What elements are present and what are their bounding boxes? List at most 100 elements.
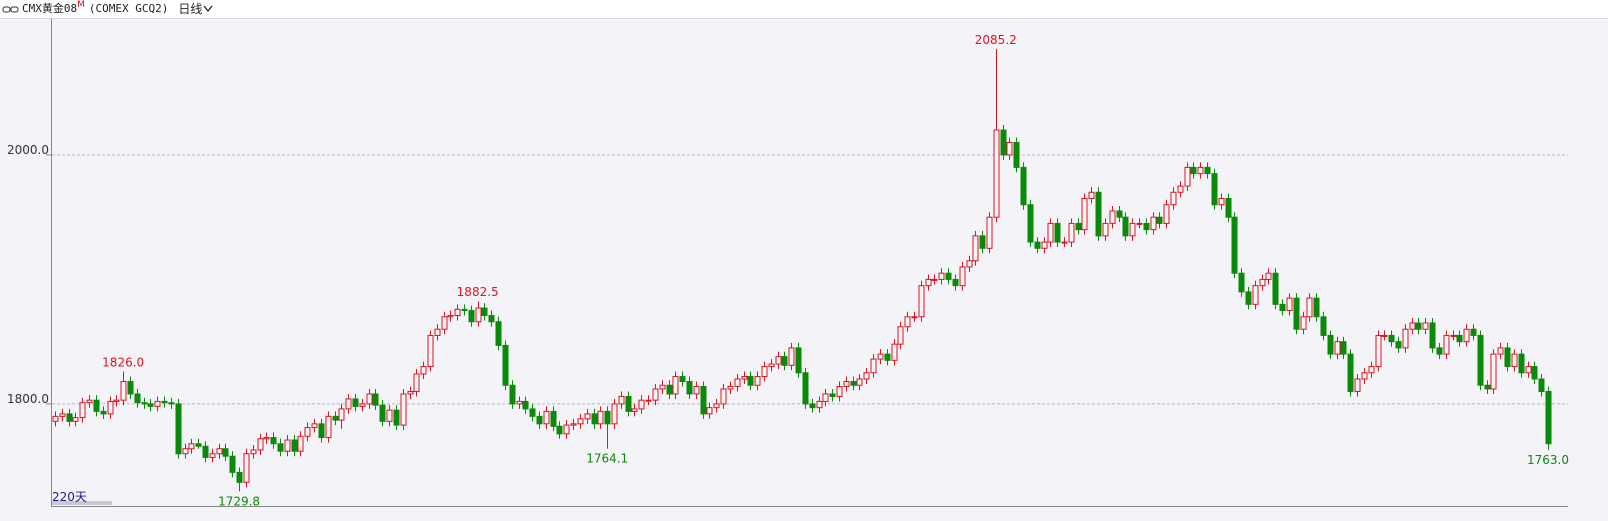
candle-body xyxy=(229,455,236,473)
candle-body xyxy=(1477,334,1484,386)
y-tick-label: 2000.0 xyxy=(7,143,49,157)
period-selector[interactable]: 日线 xyxy=(178,2,203,16)
candle-body xyxy=(291,439,298,452)
candle-body xyxy=(1156,216,1163,224)
dropdown-arrow[interactable] xyxy=(202,0,214,18)
candle-body xyxy=(413,373,420,392)
candle-body xyxy=(993,129,1000,218)
candle-body xyxy=(706,407,713,415)
candle-body xyxy=(856,378,863,386)
candle-body xyxy=(1259,278,1266,287)
extreme-label: 2085.2 xyxy=(975,33,1017,47)
candle-body xyxy=(1245,291,1252,305)
candle-body xyxy=(1347,353,1354,392)
candle-body xyxy=(1034,241,1041,249)
candle-body xyxy=(877,353,884,360)
scroll-bar[interactable] xyxy=(52,501,112,505)
candle-body xyxy=(202,445,209,458)
candle-body xyxy=(870,358,877,374)
candle-body xyxy=(761,366,768,378)
candle-body xyxy=(1231,216,1238,274)
candle-body xyxy=(1470,328,1477,336)
candle-body xyxy=(250,449,257,455)
candle-body xyxy=(775,356,782,365)
candle-body xyxy=(1456,334,1463,343)
candle-body xyxy=(1163,204,1170,224)
candle-body xyxy=(1531,366,1538,380)
candle-body xyxy=(297,435,304,452)
candle-body xyxy=(1075,222,1082,231)
candle-body xyxy=(209,453,216,458)
y-tick-label: 1800.0 xyxy=(7,392,49,406)
candle-body xyxy=(1402,328,1409,349)
candle-body xyxy=(1197,166,1204,175)
candle-body xyxy=(618,395,625,405)
candle-body xyxy=(1041,241,1048,249)
candle-body xyxy=(154,400,161,407)
candle-body xyxy=(243,453,250,483)
candle-body xyxy=(1300,316,1307,330)
candle-body xyxy=(747,376,754,386)
candle-body xyxy=(816,400,823,409)
candle-body xyxy=(359,403,366,407)
candle-body xyxy=(1252,285,1259,305)
candle-body xyxy=(352,398,359,407)
candle-body xyxy=(1088,191,1095,200)
candle-body xyxy=(1020,166,1027,206)
candle-body xyxy=(522,400,529,410)
candle-body xyxy=(107,400,114,415)
candle-body xyxy=(1184,166,1191,187)
candle-body xyxy=(147,403,154,407)
candle-body xyxy=(986,216,993,249)
candle-body xyxy=(257,438,264,451)
candle-body xyxy=(938,272,945,280)
candle-body xyxy=(1177,185,1184,193)
candle-body xyxy=(1190,166,1197,175)
candle-body xyxy=(1518,353,1525,374)
candle-body xyxy=(468,310,475,323)
candle-body xyxy=(911,316,918,319)
candle-body xyxy=(72,417,79,422)
candle-body xyxy=(1334,341,1341,355)
candle-body xyxy=(1545,390,1552,445)
candle-body xyxy=(461,308,468,312)
candle-body xyxy=(52,415,59,422)
link-icon[interactable] xyxy=(0,0,22,18)
candle-body xyxy=(1443,334,1450,355)
candle-body xyxy=(93,399,100,412)
candle-body xyxy=(434,328,441,336)
candle-body xyxy=(1395,341,1402,349)
candle-body xyxy=(1368,366,1375,374)
candle-body xyxy=(850,381,857,386)
extreme-label: 1763.0 xyxy=(1527,453,1569,467)
candle-body xyxy=(972,235,979,262)
candle-body xyxy=(536,415,543,425)
candle-body xyxy=(120,381,127,401)
candle-body xyxy=(1525,366,1532,374)
candle-body xyxy=(393,409,400,426)
candle-body xyxy=(516,400,523,405)
candle-body xyxy=(979,235,986,249)
candle-body xyxy=(1170,191,1177,206)
candle-body xyxy=(1054,222,1061,243)
candle-body xyxy=(1095,191,1102,237)
candle-body xyxy=(768,363,775,368)
candle-body xyxy=(345,398,352,410)
candle-body xyxy=(161,400,168,404)
candle-body xyxy=(1538,378,1545,392)
candle-body xyxy=(604,410,611,425)
candle-body xyxy=(1511,353,1518,368)
candle-body xyxy=(175,403,182,455)
candle-body xyxy=(686,381,693,395)
candle-body xyxy=(325,415,332,439)
extreme-label: 1826.0 xyxy=(102,356,144,370)
candle-body xyxy=(713,403,720,409)
candle-body xyxy=(427,334,434,368)
candle-body xyxy=(754,376,761,386)
candle-body xyxy=(1313,297,1320,318)
candle-body xyxy=(1327,334,1334,355)
candle-body xyxy=(659,384,666,390)
candle-body xyxy=(577,418,584,425)
candle-body xyxy=(1225,198,1232,218)
candle-body xyxy=(795,347,802,374)
